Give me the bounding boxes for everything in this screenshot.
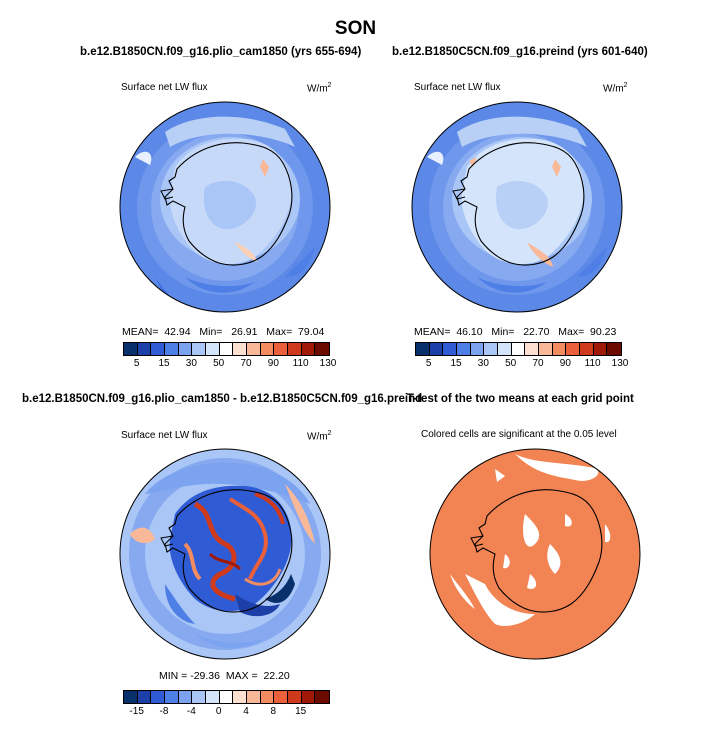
- colorbar-swatch: [274, 691, 288, 703]
- colorbar-tick-label: 50: [213, 358, 225, 369]
- map-panel-2: [411, 101, 623, 313]
- panel-1-units: W/m2: [307, 82, 332, 95]
- colorbar-swatch: [416, 343, 430, 355]
- colorbar-swatch: [205, 691, 220, 703]
- colorbar-swatch: [137, 691, 152, 703]
- colorbar-swatch: [566, 343, 580, 355]
- colorbar-swatch: [233, 691, 247, 703]
- colorbar-panel-2-ticks: 5 15 30 50 70 90 110 130: [415, 358, 628, 372]
- colorbar-swatch: [178, 691, 193, 703]
- panel-2-title: b.e12.B1850C5CN.f09_g16.preind (yrs 601-…: [392, 46, 648, 58]
- colorbar-swatch: [246, 343, 261, 355]
- panel-3-stats: MIN = -29.36 MAX = 22.20: [159, 670, 290, 682]
- colorbar-tick-label: 15: [158, 358, 170, 369]
- panel-3-units: W/m2: [307, 430, 332, 443]
- colorbar-tick-label: 15: [450, 358, 462, 369]
- panel-1-stats: MEAN= 42.94 Min= 26.91 Max= 79.04: [122, 326, 325, 338]
- panel-1-title: b.e12.B1850CN.f09_g16.plio_cam1850 (yrs …: [80, 46, 362, 58]
- colorbar-swatch: [192, 343, 206, 355]
- colorbar-swatch: [219, 343, 234, 355]
- colorbar-tick-label: 130: [611, 358, 629, 369]
- colorbar-swatch: [538, 343, 553, 355]
- panel-2-variable: Surface net LW flux: [414, 82, 501, 93]
- colorbar-swatch: [315, 691, 329, 703]
- colorbar-swatch: [429, 343, 444, 355]
- colorbar-swatch: [552, 343, 567, 355]
- colorbar-tick-label: 50: [505, 358, 517, 369]
- colorbar-tick-label: 8: [270, 706, 277, 717]
- colorbar-tick-label: 30: [185, 358, 197, 369]
- colorbar-swatch: [301, 343, 316, 355]
- colorbar-swatch: [124, 691, 138, 703]
- colorbar-swatch: [274, 343, 288, 355]
- colorbar-tick-label: 30: [477, 358, 489, 369]
- colorbar-panel-1: [123, 342, 330, 356]
- colorbar-swatch: [456, 343, 471, 355]
- colorbar-tick-label: 70: [240, 358, 252, 369]
- colorbar-swatch: [124, 343, 138, 355]
- panel-4-note: Colored cells are significant at the 0.0…: [421, 429, 617, 440]
- colorbar-tick-label: 90: [267, 358, 279, 369]
- panel-2-units: W/m2: [603, 82, 628, 95]
- colorbar-swatch: [137, 343, 152, 355]
- colorbar-swatch: [301, 691, 316, 703]
- colorbar-swatch: [287, 343, 302, 355]
- colorbar-swatch: [511, 343, 526, 355]
- colorbar-tick-label: -8: [159, 706, 169, 717]
- colorbar-swatch: [497, 343, 512, 355]
- colorbar-tick-label: 5: [425, 358, 432, 369]
- panel-3-variable: Surface net LW flux: [121, 430, 208, 441]
- colorbar-swatch: [525, 343, 539, 355]
- colorbar-swatch: [287, 691, 302, 703]
- map-panel-4: [429, 448, 641, 660]
- map-panel-3: [119, 448, 331, 660]
- colorbar-swatch: [484, 343, 498, 355]
- colorbar-swatch: [470, 343, 485, 355]
- colorbar-tick-label: 110: [292, 358, 309, 369]
- colorbar-panel-3-ticks: -15 -8 -4 0 4 8 15: [123, 706, 328, 720]
- colorbar-swatch: [151, 343, 165, 355]
- colorbar-swatch: [233, 343, 247, 355]
- colorbar-swatch: [579, 343, 594, 355]
- map-panel-1: [119, 101, 331, 313]
- colorbar-tick-label: 90: [559, 358, 571, 369]
- colorbar-tick-label: -15: [129, 706, 144, 717]
- panel-2-stats: MEAN= 46.10 Min= 22.70 Max= 90.23: [414, 326, 617, 338]
- colorbar-tick-label: 15: [295, 706, 307, 717]
- colorbar-tick-label: 130: [319, 358, 337, 369]
- colorbar-swatch: [164, 691, 179, 703]
- colorbar-swatch: [164, 343, 179, 355]
- colorbar-panel-3: [123, 690, 330, 704]
- colorbar-panel-2: [415, 342, 622, 356]
- colorbar-tick-label: 5: [133, 358, 140, 369]
- colorbar-tick-label: 110: [584, 358, 601, 369]
- colorbar-swatch: [260, 343, 275, 355]
- colorbar-swatch: [192, 691, 206, 703]
- colorbar-swatch: [178, 343, 193, 355]
- panel-1-variable: Surface net LW flux: [121, 82, 208, 93]
- colorbar-tick-label: 70: [532, 358, 544, 369]
- panel-3-title: b.e12.B1850CN.f09_g16.plio_cam1850 - b.e…: [22, 393, 423, 405]
- colorbar-swatch: [443, 343, 457, 355]
- colorbar-tick-label: -4: [186, 706, 196, 717]
- colorbar-swatch: [246, 691, 261, 703]
- colorbar-swatch: [219, 691, 234, 703]
- colorbar-swatch: [151, 691, 165, 703]
- colorbar-swatch: [607, 343, 621, 355]
- figure-title: SON: [334, 18, 377, 39]
- colorbar-swatch: [315, 343, 329, 355]
- colorbar-swatch: [205, 343, 220, 355]
- colorbar-tick-label: 0: [215, 706, 222, 717]
- colorbar-swatch: [593, 343, 608, 355]
- colorbar-panel-1-ticks: 5 15 30 50 70 90 110 130: [123, 358, 336, 372]
- colorbar-tick-label: 4: [243, 706, 249, 717]
- panel-4-title: T-test of the two means at each grid poi…: [407, 393, 634, 405]
- colorbar-swatch: [260, 691, 275, 703]
